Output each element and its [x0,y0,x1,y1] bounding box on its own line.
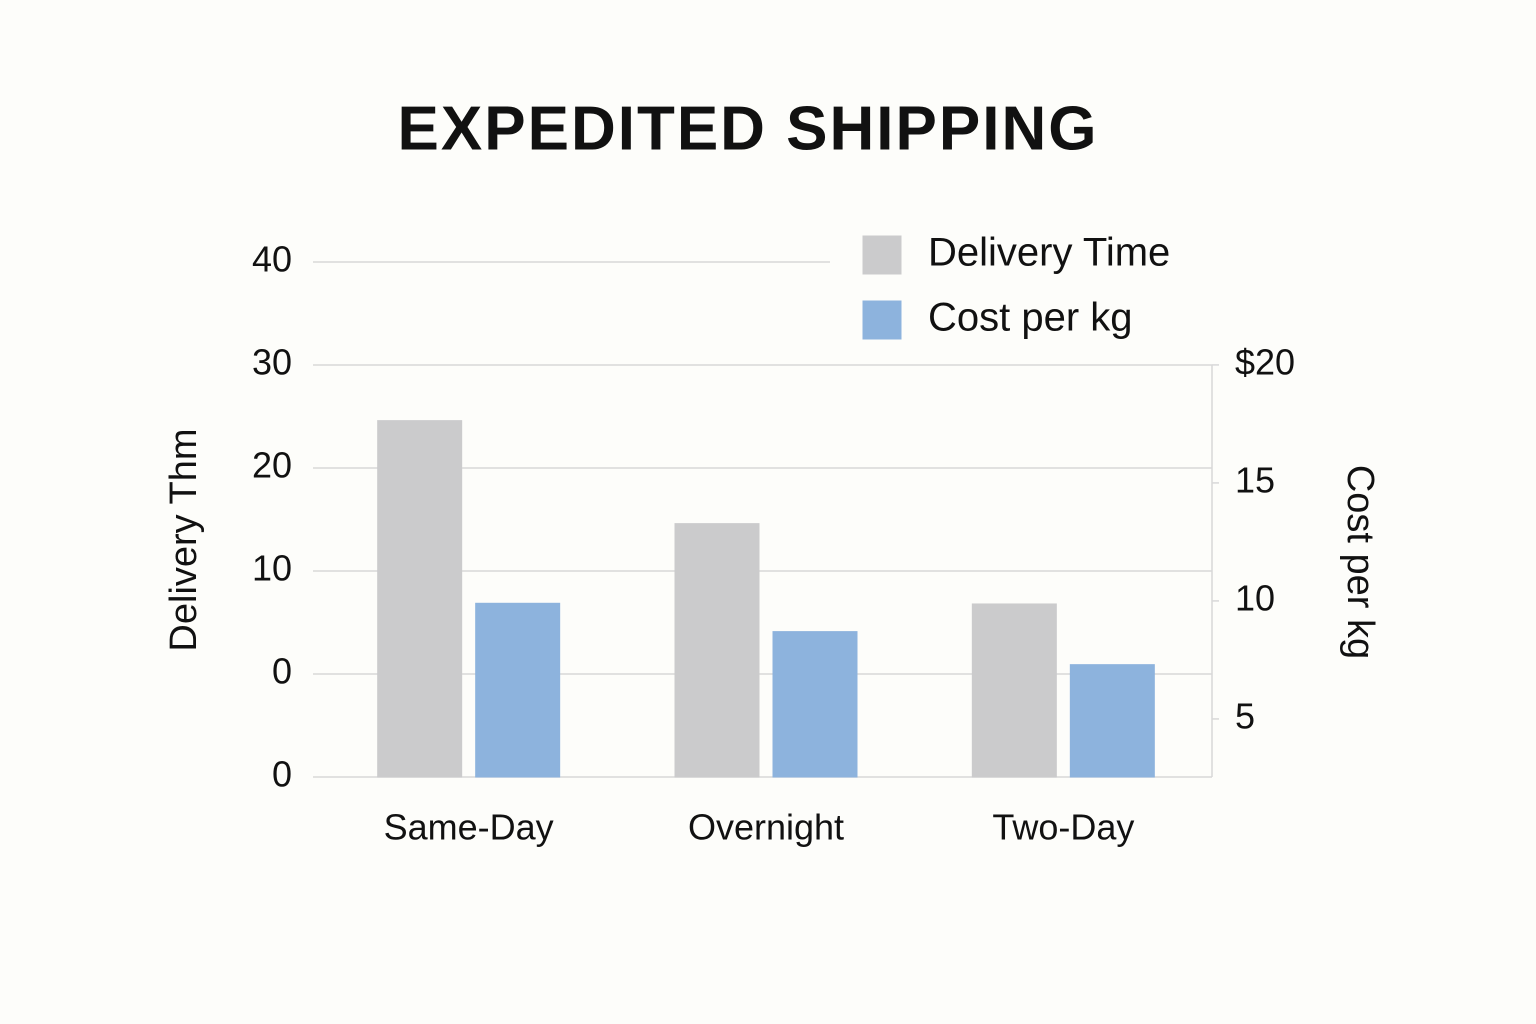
x-tick-label: Same-Day [384,807,554,848]
y2-tick-label: 10 [1235,577,1275,618]
y-axis-title: Delivery Thm [163,428,205,651]
bar [377,420,463,778]
bar [674,523,760,778]
legend-label: Cost per kg [928,296,1133,340]
bar [1069,664,1155,778]
y2-tick-label: 5 [1235,695,1255,736]
y-tick-label: 40 [252,239,292,280]
y-tick-label: 10 [252,548,292,589]
bar [772,631,858,778]
x-tick-label: Two-Day [992,807,1134,848]
bar [475,602,561,778]
legend-swatch [862,300,902,340]
chart-title: EXPEDITED SHIPPING [398,94,1099,163]
y2-axis-title: Cost per kg [1339,465,1381,659]
y-tick-label: 0 [272,754,292,795]
y2-tick-label: 15 [1235,459,1275,500]
bar [971,603,1057,778]
y2-tick-label: $20 [1235,341,1295,382]
y-tick-label: 0 [272,651,292,692]
legend-swatch [862,235,902,275]
x-tick-label: Overnight [688,807,844,848]
y-tick-label: 30 [252,342,292,383]
legend-label: Delivery Time [928,231,1170,275]
y-tick-label: 20 [252,445,292,486]
